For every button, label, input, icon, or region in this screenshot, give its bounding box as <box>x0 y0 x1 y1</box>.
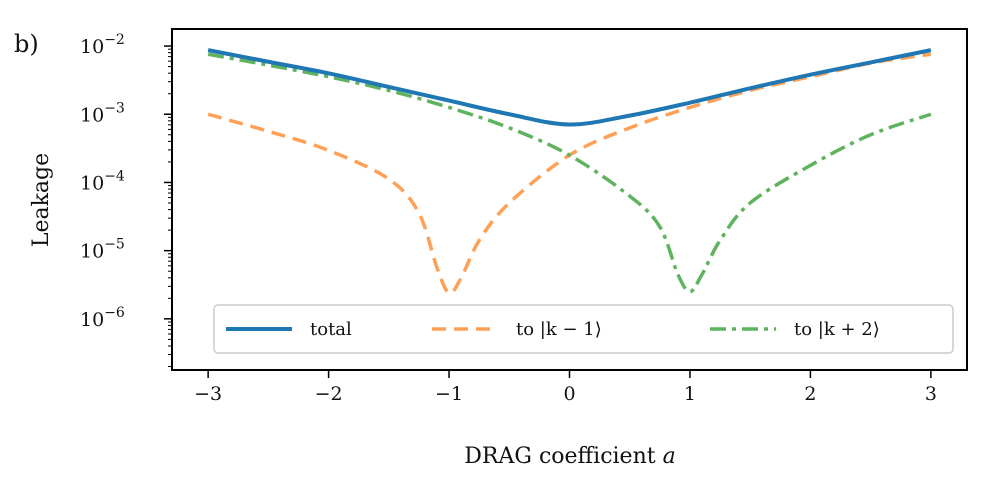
legend: total to |k − 1⟩ to |k + 2⟩ <box>213 304 954 354</box>
y-tick-label: 10−2 <box>80 32 125 58</box>
x-tick-label: 0 <box>563 383 575 405</box>
y-tick-label: 10−3 <box>80 100 125 126</box>
legend-label: to |k − 1⟩ <box>516 319 602 340</box>
tick-layer: −3 −2 −1 0 1 2 3 10−2 10−3 10−4 10−5 10−6 <box>80 32 937 405</box>
x-tick-label: 3 <box>925 383 937 405</box>
x-tick-label: 1 <box>684 383 696 405</box>
series-line <box>207 48 932 127</box>
panel-label: b) <box>14 30 39 58</box>
x-tick-label: −2 <box>315 383 343 405</box>
x-tick-label: −1 <box>435 383 463 405</box>
x-tick-label: 2 <box>804 383 816 405</box>
legend-label: to |k + 2⟩ <box>794 319 880 340</box>
series-layer <box>207 48 932 295</box>
legend-label: total <box>310 319 352 340</box>
x-tick-label: −3 <box>194 383 222 405</box>
legend-box <box>213 304 954 354</box>
x-axis-label-var: a <box>663 444 676 469</box>
series-line <box>207 52 932 294</box>
y-tick-label: 10−4 <box>80 168 125 194</box>
y-axis-label: Leakage <box>29 153 54 247</box>
x-axis-label: DRAG coefficient a <box>464 444 675 469</box>
series-line <box>207 52 932 295</box>
y-tick-label: 10−6 <box>80 305 125 331</box>
y-tick-label: 10−5 <box>80 237 125 263</box>
plot-frame <box>171 28 968 371</box>
x-axis-label-text: DRAG coefficient <box>464 444 662 469</box>
